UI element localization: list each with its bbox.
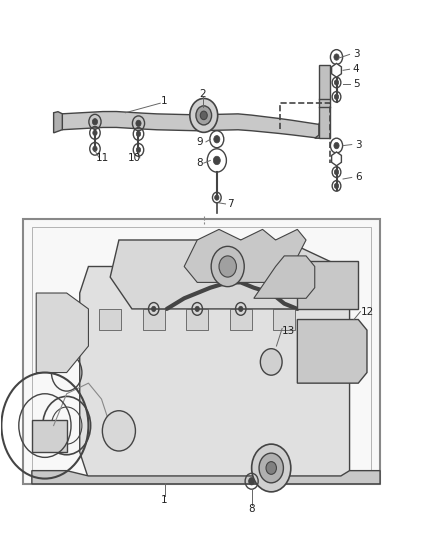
Circle shape	[200, 111, 207, 119]
Circle shape	[92, 118, 98, 125]
Circle shape	[214, 135, 220, 143]
Text: 1: 1	[161, 495, 168, 505]
Polygon shape	[62, 111, 319, 138]
Bar	[230, 309, 252, 330]
Circle shape	[215, 195, 219, 200]
Circle shape	[136, 147, 141, 152]
Circle shape	[334, 80, 339, 85]
Text: 3: 3	[355, 140, 362, 150]
Circle shape	[334, 183, 339, 189]
Text: 11: 11	[96, 153, 110, 163]
Polygon shape	[254, 256, 315, 298]
Bar	[32, 420, 67, 452]
Circle shape	[190, 99, 218, 132]
Circle shape	[266, 462, 276, 474]
Text: 4: 4	[353, 64, 360, 74]
Bar	[99, 309, 121, 330]
Circle shape	[93, 130, 97, 135]
Polygon shape	[315, 122, 328, 138]
Polygon shape	[36, 293, 88, 373]
Circle shape	[334, 94, 339, 100]
Bar	[297, 261, 358, 309]
Bar	[186, 309, 208, 330]
Polygon shape	[297, 319, 367, 383]
Circle shape	[334, 54, 339, 60]
Circle shape	[219, 256, 237, 277]
Polygon shape	[110, 240, 341, 309]
Polygon shape	[80, 266, 350, 479]
Circle shape	[136, 120, 141, 126]
Circle shape	[249, 478, 254, 485]
Polygon shape	[332, 152, 341, 166]
Circle shape	[213, 156, 220, 165]
Polygon shape	[184, 229, 306, 282]
Text: 6: 6	[355, 172, 362, 182]
Circle shape	[260, 349, 282, 375]
Bar	[273, 309, 295, 330]
Circle shape	[102, 411, 135, 451]
Bar	[23, 219, 380, 484]
Text: 9: 9	[196, 137, 203, 147]
Text: 8: 8	[196, 158, 203, 168]
Text: 1: 1	[161, 96, 168, 106]
Circle shape	[334, 169, 339, 175]
Text: 5: 5	[353, 78, 360, 88]
Circle shape	[195, 306, 199, 312]
Circle shape	[239, 306, 243, 312]
Polygon shape	[53, 112, 62, 133]
Text: 8: 8	[248, 504, 255, 514]
Polygon shape	[319, 65, 330, 138]
Circle shape	[334, 142, 339, 149]
Polygon shape	[332, 63, 341, 77]
Text: 12: 12	[360, 306, 374, 317]
Circle shape	[211, 246, 244, 287]
Bar	[143, 309, 165, 330]
Text: 3: 3	[353, 50, 360, 59]
Text: 7: 7	[227, 199, 234, 209]
Text: 10: 10	[127, 153, 141, 163]
Text: 2: 2	[200, 89, 206, 99]
Circle shape	[259, 453, 283, 483]
Text: 13: 13	[282, 326, 295, 336]
Circle shape	[252, 444, 291, 492]
Circle shape	[93, 146, 97, 151]
Polygon shape	[32, 471, 380, 484]
Circle shape	[152, 306, 156, 312]
Circle shape	[136, 131, 141, 136]
Circle shape	[196, 106, 212, 125]
